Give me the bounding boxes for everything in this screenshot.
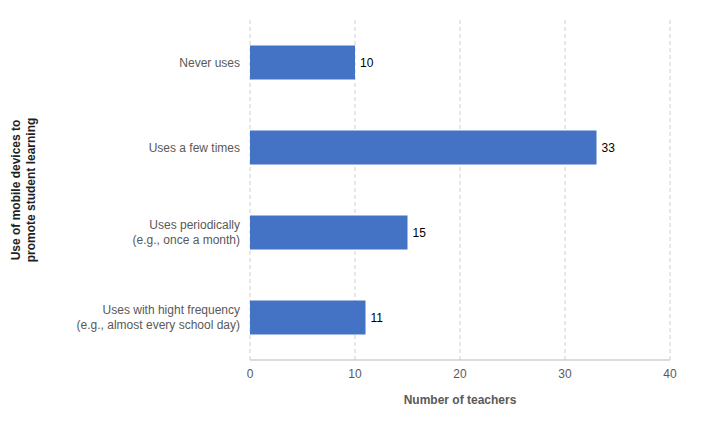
bars [250, 46, 597, 335]
data-label: 10 [360, 56, 374, 70]
data-label: 11 [371, 311, 384, 325]
x-tick-label: 10 [348, 367, 362, 381]
x-axis-line [250, 360, 670, 361]
grid [250, 20, 670, 360]
x-tick-label: 40 [663, 367, 677, 381]
x-tick-label: 20 [453, 367, 467, 381]
bar [250, 216, 408, 250]
y-axis-label-line: promote student learning [24, 118, 38, 263]
category-label: Uses periodically(e.g., once a month) [133, 218, 240, 247]
grid-line [670, 20, 671, 360]
bar [250, 301, 366, 335]
data-labels: 11 15 33 10 [360, 56, 615, 325]
y-axis-label: Use of mobile devices topromote student … [9, 118, 38, 263]
data-label: 33 [602, 141, 616, 155]
category-label: Never uses [179, 56, 240, 70]
category-label-line: (e.g., once a month) [133, 233, 240, 247]
bar [250, 131, 597, 165]
category-label-line: Uses periodically [149, 218, 240, 232]
chart-svg: 0 10 20 30 40 11 15 33 10 Uses with hight frequen… [0, 0, 704, 426]
category-label-line: (e.g., almost every school day) [77, 318, 240, 332]
grid-line [460, 20, 461, 360]
category-label-line: Uses a few times [149, 141, 240, 155]
y-axis-label-line: Use of mobile devices to [9, 120, 23, 261]
chart-container: 0 10 20 30 40 11 15 33 10 Uses with hight frequen… [0, 0, 704, 426]
bar [250, 46, 355, 80]
y-tick-labels: Uses with hight frequency(e.g., almost e… [77, 56, 240, 333]
x-tick-label: 30 [558, 367, 572, 381]
x-tick-label: 0 [247, 367, 254, 381]
category-label-line: Uses with hight frequency [103, 303, 240, 317]
data-label: 15 [413, 226, 427, 240]
x-axis-label: Number of teachers [404, 393, 517, 407]
grid-line [565, 20, 566, 360]
category-label-line: Never uses [179, 56, 240, 70]
category-label: Uses a few times [149, 141, 240, 155]
x-ticks: 0 10 20 30 40 [247, 367, 677, 381]
category-label: Uses with hight frequency(e.g., almost e… [77, 303, 240, 332]
